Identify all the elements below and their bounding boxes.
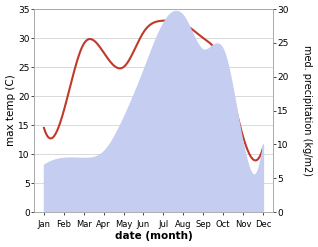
Y-axis label: med. precipitation (kg/m2): med. precipitation (kg/m2): [302, 45, 313, 176]
X-axis label: date (month): date (month): [114, 231, 192, 242]
Y-axis label: max temp (C): max temp (C): [5, 75, 16, 146]
